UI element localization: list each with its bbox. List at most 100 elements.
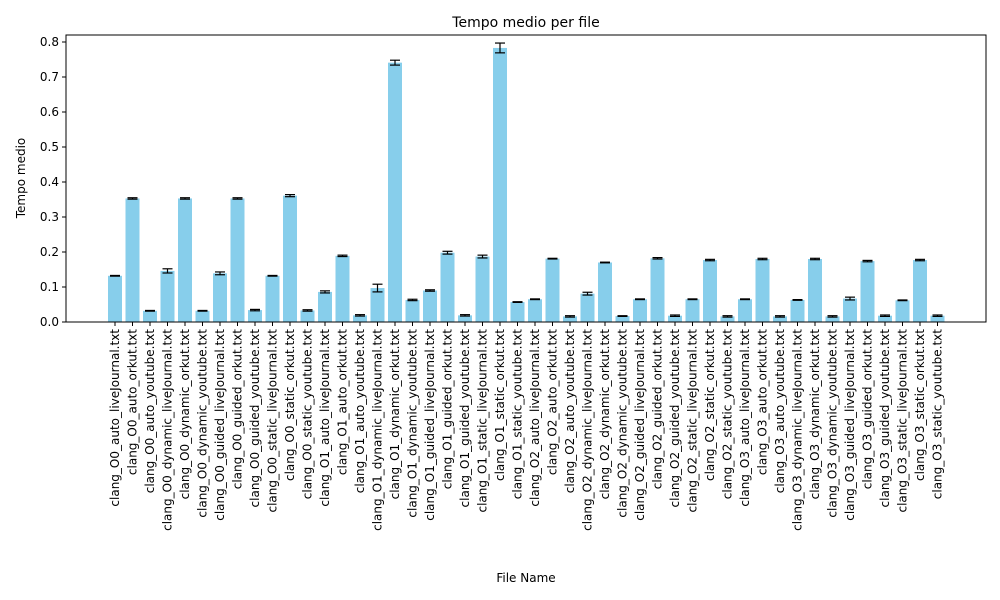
bar <box>370 288 385 322</box>
x-tick-label: clang_O2_auto_liveJournal.txt <box>528 329 542 507</box>
x-tick-label: clang_O0_static_youtube.txt <box>301 329 315 500</box>
x-tick-label: clang_O1_auto_orkut.txt <box>336 329 350 475</box>
x-tick-label: clang_O2_dynamic_youtube.txt <box>616 329 630 518</box>
bar <box>685 299 700 322</box>
bar <box>423 290 437 322</box>
x-tick-label: clang_O1_guided_orkut.txt <box>441 329 455 490</box>
bar <box>125 198 140 322</box>
x-tick-label: clang_O0_dynamic_youtube.txt <box>196 329 210 518</box>
bar <box>668 315 682 322</box>
bar <box>283 195 297 322</box>
x-tick-label: clang_O0_static_orkut.txt <box>283 329 297 481</box>
bars-group <box>108 47 945 323</box>
bar <box>563 316 577 322</box>
bar <box>458 315 472 322</box>
bar <box>195 310 210 322</box>
x-tick-label: clang_O2_guided_youtube.txt <box>668 329 682 508</box>
x-tick-label: clang_O2_static_youtube.txt <box>721 329 735 500</box>
chart-title: Tempo medio per file <box>451 15 599 31</box>
bar <box>790 299 805 322</box>
x-tick-label: clang_O3_static_liveJournal.txt <box>896 329 910 513</box>
bar <box>773 316 787 322</box>
x-tick-label: clang_O0_auto_youtube.txt <box>143 329 157 494</box>
x-axis: clang_O0_auto_liveJournal.txt clang_O0_au… <box>108 322 945 531</box>
x-tick-label: clang_O0_dynamic_orkut.txt <box>178 329 192 500</box>
bar <box>580 293 595 322</box>
y-tick-label: 0.1 <box>40 280 59 294</box>
x-tick-label: clang_O0_guided_liveJournal.txt <box>213 329 227 521</box>
bar <box>825 316 840 322</box>
x-tick-label: clang_O2_dynamic_liveJournal.txt <box>581 329 595 531</box>
x-tick-label: clang_O1_dynamic_liveJournal.txt <box>371 329 385 531</box>
x-tick-label: clang_O2_auto_youtube.txt <box>563 329 577 494</box>
bar <box>493 47 507 322</box>
x-tick-label: clang_O3_auto_liveJournal.txt <box>738 329 752 507</box>
x-tick-label: clang_O3_guided_liveJournal.txt <box>843 329 857 521</box>
bar <box>230 198 245 322</box>
bar <box>335 255 350 322</box>
x-tick-label: clang_O3_dynamic_youtube.txt <box>826 329 840 518</box>
bar <box>895 300 910 322</box>
x-tick-label: clang_O3_auto_orkut.txt <box>756 329 770 475</box>
x-tick-label: clang_O3_guided_youtube.txt <box>878 329 892 508</box>
bar <box>143 310 157 322</box>
x-tick-label: clang_O0_static_liveJournal.txt <box>266 329 280 513</box>
bar <box>248 310 262 322</box>
bar <box>405 299 420 322</box>
x-tick-label: clang_O3_auto_youtube.txt <box>773 329 787 494</box>
x-tick-label: clang_O0_auto_orkut.txt <box>126 329 140 475</box>
x-tick-label: clang_O3_static_youtube.txt <box>931 329 945 500</box>
y-tick-label: 0.2 <box>40 245 59 259</box>
bar <box>300 310 315 322</box>
x-tick-label: clang_O2_dynamic_orkut.txt <box>598 329 612 500</box>
bar <box>860 261 875 322</box>
y-tick-label: 0.3 <box>40 210 59 224</box>
bar <box>475 256 490 322</box>
bar <box>633 299 647 322</box>
x-tick-label: clang_O1_dynamic_orkut.txt <box>388 329 402 500</box>
x-tick-label: clang_O2_static_orkut.txt <box>703 329 717 481</box>
x-tick-label: clang_O0_guided_orkut.txt <box>231 329 245 490</box>
x-tick-label: clang_O0_dynamic_liveJournal.txt <box>161 329 175 531</box>
x-tick-label: clang_O0_auto_liveJournal.txt <box>108 329 122 507</box>
y-axis: 0.0 0.1 0.2 0.3 0.4 0.5 0.6 0.7 0.8 <box>40 35 66 329</box>
y-tick-label: 0.7 <box>40 70 59 84</box>
x-tick-label: clang_O3_guided_orkut.txt <box>861 329 875 490</box>
x-tick-label: clang_O2_auto_orkut.txt <box>546 329 560 475</box>
plot-frame <box>65 34 987 323</box>
bar <box>808 259 822 322</box>
bar <box>440 252 455 322</box>
bar <box>318 291 332 322</box>
y-tick-label: 0.5 <box>40 140 59 154</box>
y-tick-label: 0.0 <box>40 315 59 329</box>
x-tick-label: clang_O0_guided_youtube.txt <box>248 329 262 508</box>
bar <box>388 62 402 323</box>
bar <box>178 198 192 322</box>
bar <box>720 316 735 322</box>
bar <box>878 315 892 322</box>
x-tick-label: clang_O1_dynamic_youtube.txt <box>406 329 420 518</box>
bar <box>598 262 612 322</box>
x-tick-label: clang_O3_dynamic_liveJournal.txt <box>791 329 805 531</box>
bar <box>265 275 280 322</box>
y-axis-label: Tempo medio <box>14 138 28 220</box>
x-tick-label: clang_O3_static_orkut.txt <box>913 329 927 481</box>
bar <box>213 273 227 322</box>
bar <box>650 258 665 322</box>
bar <box>738 299 752 322</box>
x-tick-label: clang_O1_static_liveJournal.txt <box>476 329 490 513</box>
bar <box>108 275 122 322</box>
x-axis-label: File Name <box>496 571 555 585</box>
y-tick-label: 0.6 <box>40 105 59 119</box>
x-tick-label: clang_O1_static_orkut.txt <box>493 329 507 481</box>
y-tick-label: 0.8 <box>40 35 59 49</box>
bar <box>930 315 945 322</box>
x-tick-label: clang_O1_auto_liveJournal.txt <box>318 329 332 507</box>
error-bars-group <box>110 42 943 318</box>
x-tick-label: clang_O1_guided_youtube.txt <box>458 329 472 508</box>
y-tick-label: 0.4 <box>40 175 59 189</box>
bar <box>510 302 525 322</box>
x-tick-label: clang_O1_static_youtube.txt <box>511 329 525 500</box>
bar <box>843 298 857 322</box>
